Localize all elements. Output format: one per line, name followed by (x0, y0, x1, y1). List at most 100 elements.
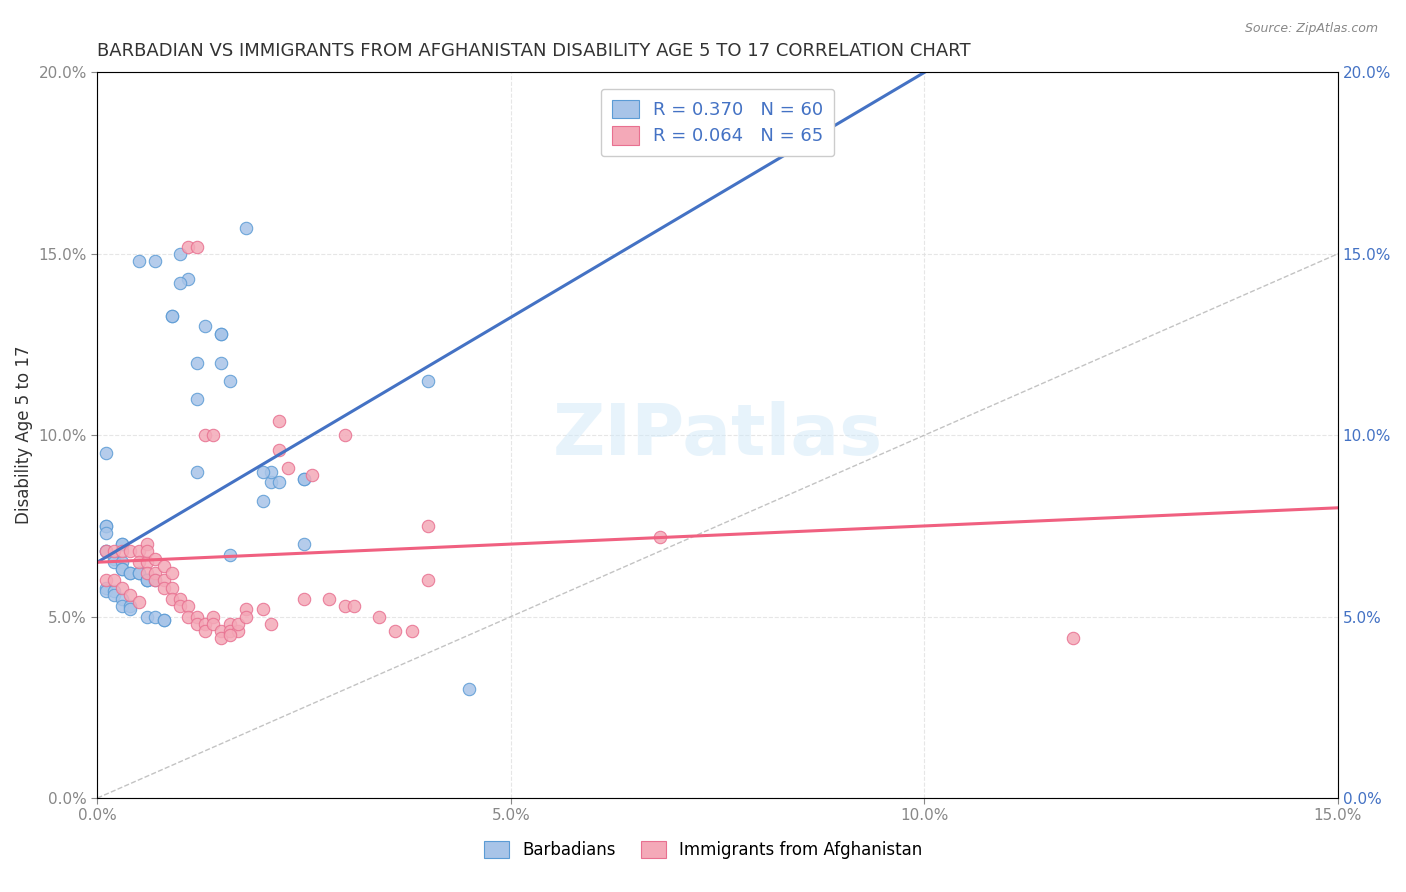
Point (152, 613, 174, 627)
Point (143, 566, 166, 581)
Point (136, 537, 159, 551)
Point (301, 468, 323, 483)
Point (111, 562, 134, 576)
Point (169, 276, 191, 290)
Point (120, 602, 142, 616)
Point (111, 591, 134, 606)
Point (335, 599, 357, 613)
Point (143, 254, 166, 268)
Point (177, 272, 200, 286)
Point (111, 544, 134, 558)
Point (416, 574, 439, 588)
Point (128, 566, 150, 581)
Point (103, 588, 125, 602)
Point (186, 616, 208, 631)
Point (186, 239, 208, 253)
Point (128, 254, 150, 268)
Point (94, 544, 117, 558)
Point (120, 599, 142, 613)
Point (218, 624, 240, 639)
Point (120, 566, 142, 581)
Point (209, 356, 232, 370)
Point (186, 609, 208, 624)
Point (136, 555, 159, 569)
Point (384, 624, 406, 639)
Point (177, 609, 200, 624)
Point (260, 616, 283, 631)
Point (209, 326, 232, 341)
Point (186, 392, 208, 406)
Point (160, 591, 183, 606)
Point (186, 465, 208, 479)
Point (152, 558, 174, 573)
Point (143, 574, 166, 588)
Legend: Barbadians, Immigrants from Afghanistan: Barbadians, Immigrants from Afghanistan (477, 834, 929, 866)
Point (648, 530, 671, 544)
Point (128, 555, 150, 569)
Point (111, 537, 134, 551)
Point (416, 374, 439, 388)
Point (143, 609, 166, 624)
Point (111, 581, 134, 595)
Text: BARBADIAN VS IMMIGRANTS FROM AFGHANISTAN DISABILITY AGE 5 TO 17 CORRELATION CHAR: BARBADIAN VS IMMIGRANTS FROM AFGHANISTAN… (97, 42, 972, 60)
Point (111, 537, 134, 551)
Point (269, 414, 291, 428)
Point (160, 566, 183, 581)
Point (292, 472, 315, 486)
Point (94, 544, 117, 558)
Point (136, 574, 159, 588)
Point (235, 609, 257, 624)
Point (169, 247, 191, 261)
Point (111, 562, 134, 576)
Point (94, 574, 117, 588)
Point (152, 613, 174, 627)
Y-axis label: Disability Age 5 to 17: Disability Age 5 to 17 (15, 346, 32, 524)
Point (120, 566, 142, 581)
Point (111, 555, 134, 569)
Point (128, 595, 150, 609)
Point (318, 591, 340, 606)
Point (277, 461, 299, 475)
Point (120, 588, 142, 602)
Legend: R = 0.370   N = 60, R = 0.064   N = 65: R = 0.370 N = 60, R = 0.064 N = 65 (600, 88, 834, 156)
Point (136, 574, 159, 588)
Point (202, 616, 225, 631)
Point (103, 551, 125, 566)
Point (218, 628, 240, 642)
Point (292, 591, 315, 606)
Point (94, 526, 117, 541)
Point (218, 616, 240, 631)
Point (367, 609, 389, 624)
Point (94, 581, 117, 595)
Point (202, 428, 225, 442)
Point (94, 584, 117, 599)
Point (202, 609, 225, 624)
Point (260, 465, 283, 479)
Point (218, 374, 240, 388)
Point (152, 574, 174, 588)
Point (416, 519, 439, 533)
Point (177, 239, 200, 253)
Point (94, 519, 117, 533)
Point (94, 519, 117, 533)
Point (169, 599, 191, 613)
Point (186, 356, 208, 370)
Point (235, 221, 257, 235)
Point (120, 544, 142, 558)
Point (458, 682, 481, 697)
Point (160, 309, 183, 323)
Point (136, 609, 159, 624)
Point (152, 581, 174, 595)
Point (226, 624, 249, 639)
Text: Source: ZipAtlas.com: Source: ZipAtlas.com (1244, 22, 1378, 36)
Point (209, 326, 232, 341)
Point (136, 566, 159, 581)
Point (252, 602, 274, 616)
Point (103, 574, 125, 588)
Point (194, 428, 217, 442)
Point (103, 555, 125, 569)
Point (143, 574, 166, 588)
Text: ZIPatlas: ZIPatlas (553, 401, 883, 470)
Point (103, 544, 125, 558)
Point (401, 624, 423, 639)
